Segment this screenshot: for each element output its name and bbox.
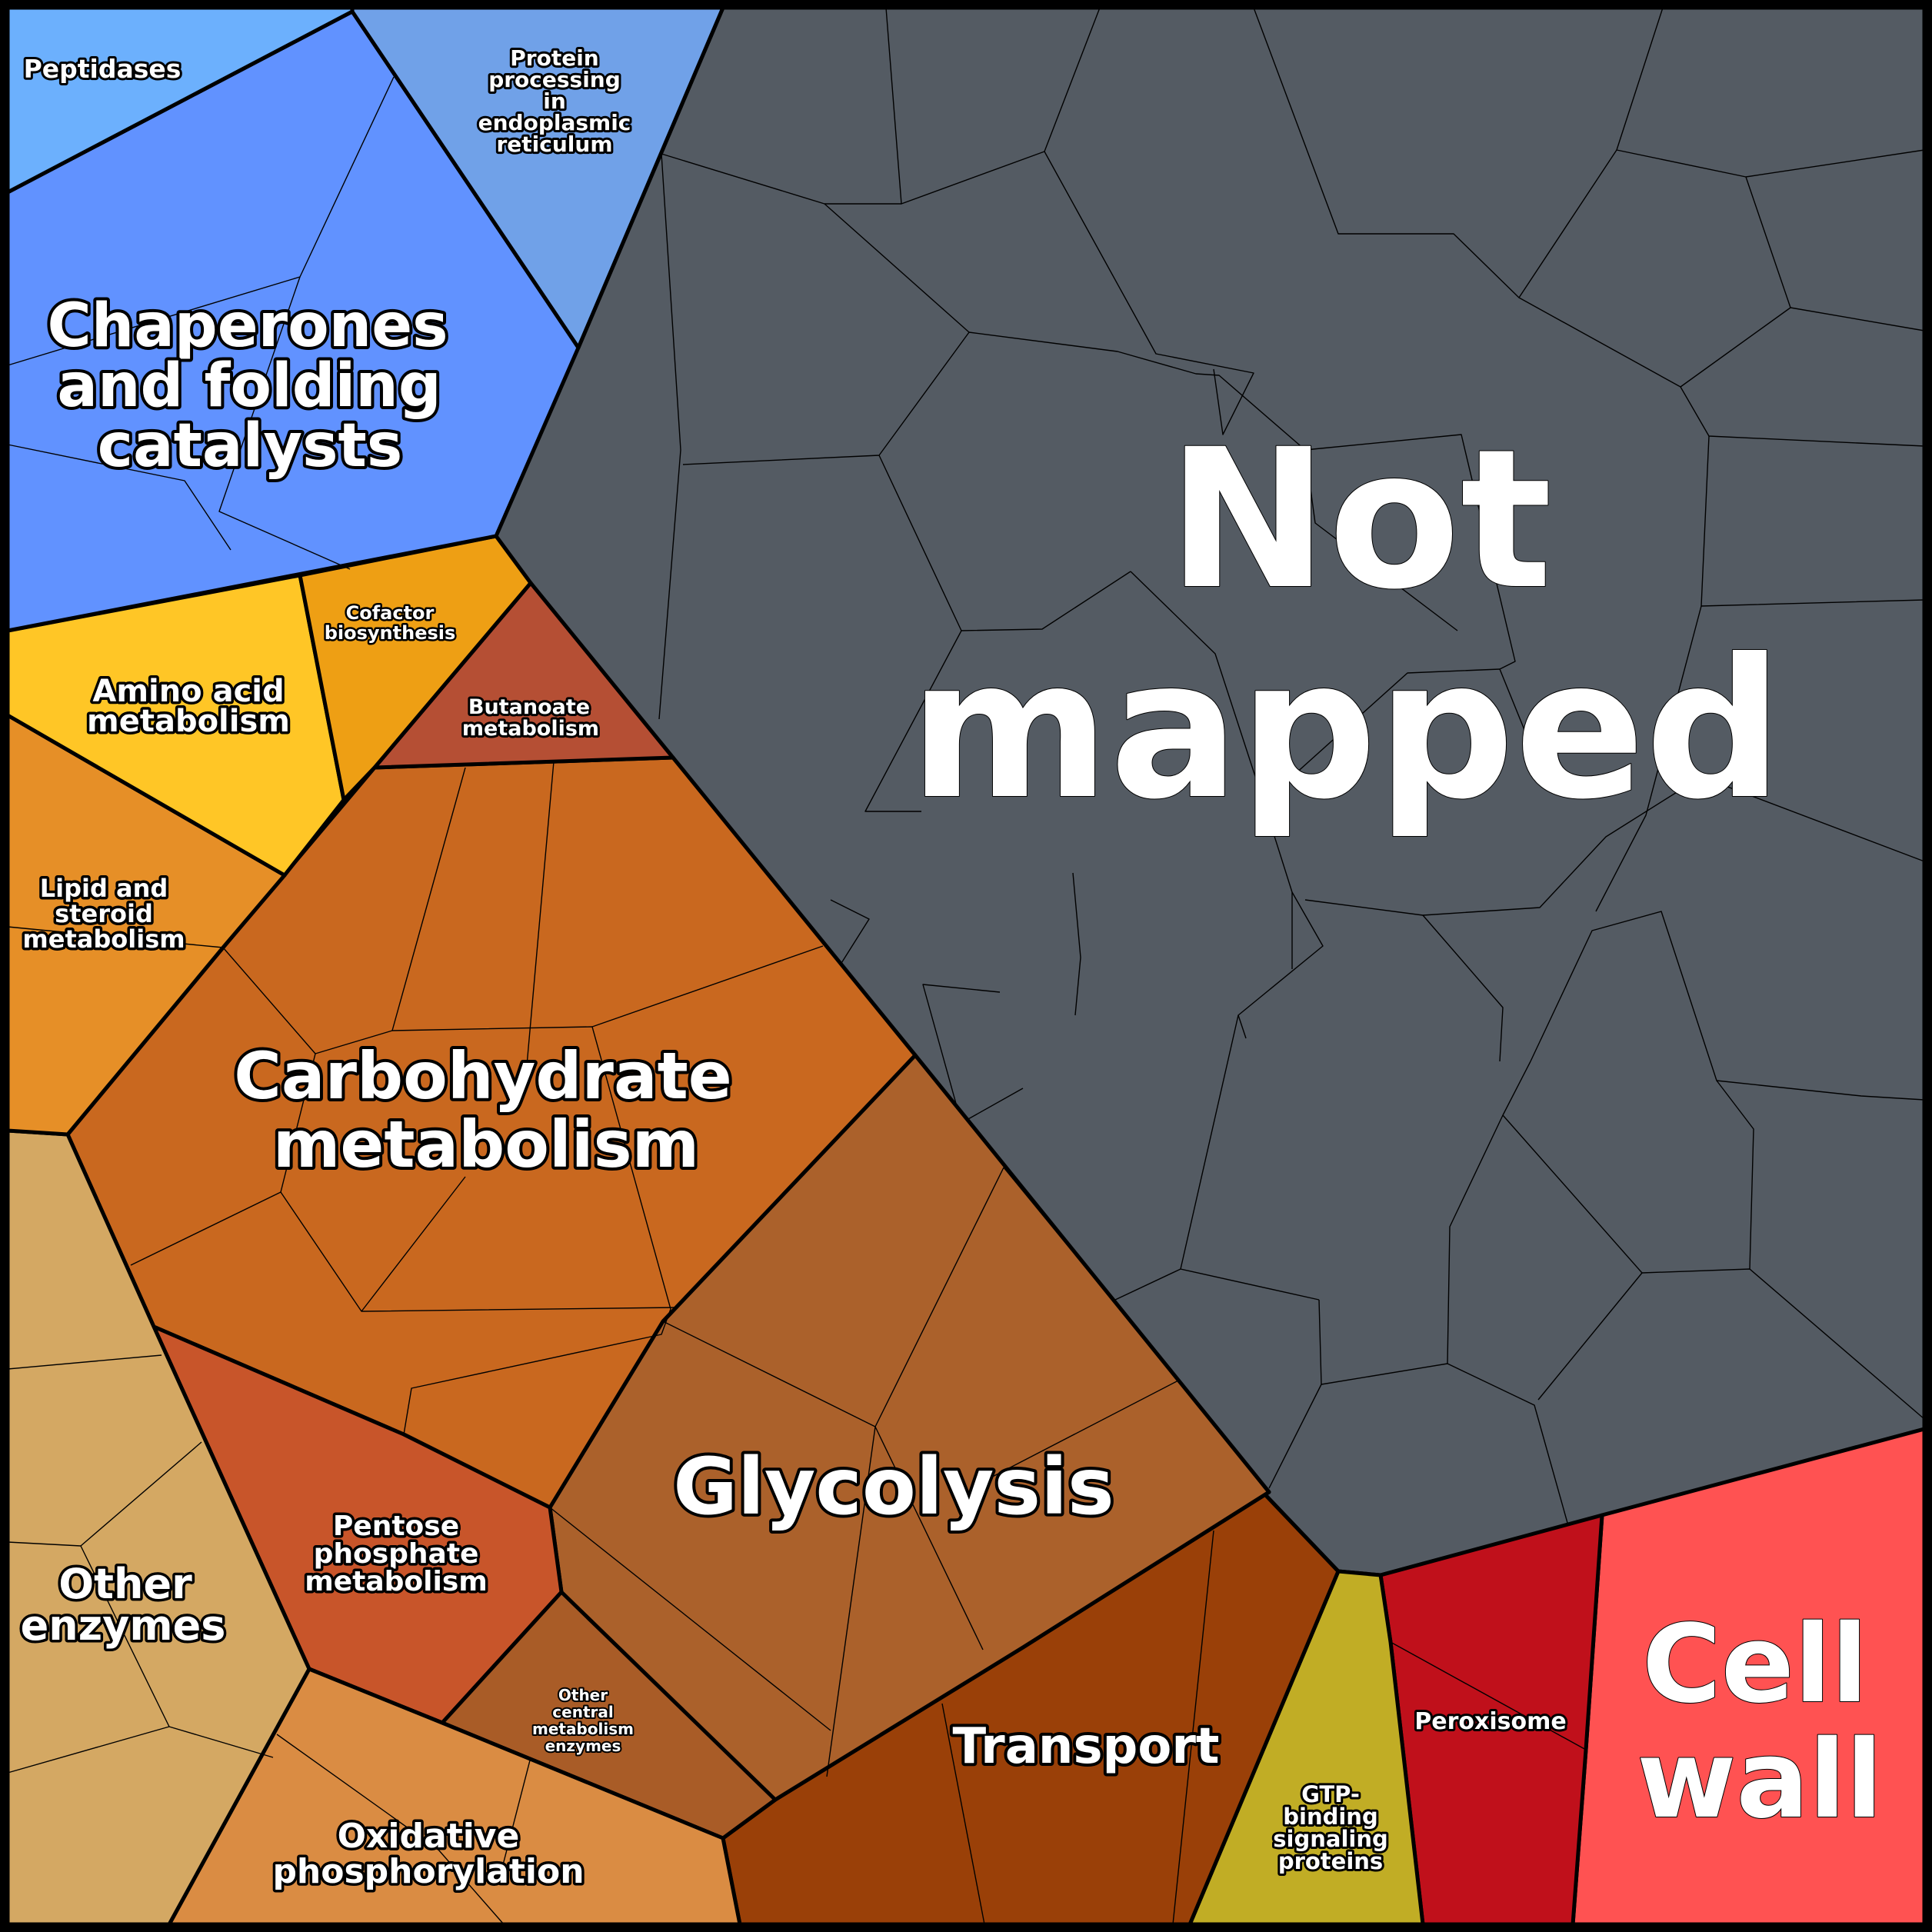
label-carbohydrate: Carbohydrate metabolism	[231, 1035, 735, 1185]
label-other-central-line-4: enzymes	[545, 1737, 621, 1755]
label-protein-er-line-2: processing	[488, 67, 621, 92]
label-protein-er-line-3: in	[543, 88, 566, 114]
label-other-enzymes-line-1: Other	[58, 1560, 192, 1608]
label-lipid-line-1: Lipid and	[40, 874, 168, 903]
label-cofactor: Cofactor biosynthesis	[322, 601, 458, 646]
label-lipid-line-2: steroid	[55, 899, 153, 928]
label-pentose-line-2: phosphate	[314, 1538, 479, 1570]
label-glycolysis-line-1: Glycolysis	[673, 1441, 1114, 1533]
label-lipid-line-3: metabolism	[22, 924, 185, 954]
label-glycolysis: Glycolysis	[670, 1438, 1118, 1536]
label-protein-er-line-4: endoplasmic	[478, 110, 631, 135]
label-other-central-line-3: metabolism	[532, 1720, 634, 1738]
label-transport: Transport	[950, 1715, 1223, 1778]
label-transport-line-1: Transport	[953, 1718, 1220, 1775]
label-carbohydrate-line-2: metabolism	[273, 1107, 699, 1182]
label-chaperones-line-1: Chaperones	[47, 291, 448, 361]
label-not-mapped-line-1: Not	[1168, 408, 1553, 631]
label-peroxisome-line-1: Peroxisome	[1414, 1708, 1566, 1735]
label-amino-acid-line-1: Amino acid	[92, 674, 284, 709]
label-not-mapped: Not mapped	[908, 407, 1784, 842]
label-other-enzymes-line-2: enzymes	[21, 1601, 226, 1650]
label-carbohydrate-line-1: Carbohydrate	[234, 1038, 732, 1114]
label-not-mapped-line-2: mapped	[909, 618, 1783, 841]
label-other-central-line-1: Other	[558, 1686, 608, 1704]
label-gtp-line-3: signaling	[1273, 1826, 1387, 1852]
label-butanoate-line-2: metabolism	[462, 717, 599, 741]
label-peptidases: Peptidases	[22, 52, 184, 86]
label-gtp-line-1: GTP-	[1301, 1781, 1360, 1807]
label-amino-acid: Amino acid metabolism	[85, 671, 293, 742]
label-peroxisome: Peroxisome	[1412, 1706, 1568, 1737]
label-cofactor-line-2: biosynthesis	[325, 622, 456, 644]
label-pentose-line-1: Pentose	[333, 1511, 459, 1542]
label-oxidative-line-1: Oxidative	[338, 1817, 520, 1856]
label-peptidases-line-1: Peptidases	[24, 54, 182, 84]
label-chaperones-line-2: and folding	[57, 351, 441, 421]
label-other-enzymes: Other enzymes	[18, 1557, 228, 1653]
label-gtp-binding: GTP- binding signaling proteins	[1271, 1779, 1390, 1877]
label-butanoate: Butanoate metabolism	[460, 693, 601, 743]
label-other-central-line-2: central	[552, 1703, 613, 1721]
label-oxidative: Oxidative phosphorylation	[270, 1814, 587, 1894]
label-lipid: Lipid and steroid metabolism	[20, 871, 188, 957]
label-cell-wall-line-1: Cell	[1642, 1602, 1868, 1727]
label-cell-wall: Cell wall	[1636, 1601, 1884, 1844]
label-protein-er-line-1: Protein	[510, 45, 598, 71]
label-protein-er: Protein processing in endoplasmic reticu…	[476, 43, 634, 159]
label-chaperones: Chaperones and folding catalysts	[44, 288, 451, 484]
label-other-central: Other central metabolism enzymes	[531, 1684, 635, 1757]
label-amino-acid-line-2: metabolism	[87, 704, 290, 739]
label-cell-wall-line-2: wall	[1637, 1717, 1883, 1843]
label-protein-er-line-5: reticulum	[496, 132, 612, 157]
label-cofactor-line-1: Cofactor	[346, 602, 435, 624]
label-oxidative-line-2: phosphorylation	[272, 1852, 584, 1891]
label-butanoate-line-1: Butanoate	[468, 695, 590, 719]
label-pentose-line-3: metabolism	[305, 1566, 488, 1597]
label-chaperones-line-3: catalysts	[98, 411, 403, 481]
label-gtp-line-2: binding	[1283, 1804, 1377, 1830]
label-pentose: Pentose phosphate metabolism	[302, 1508, 491, 1601]
label-gtp-line-4: proteins	[1278, 1848, 1383, 1874]
